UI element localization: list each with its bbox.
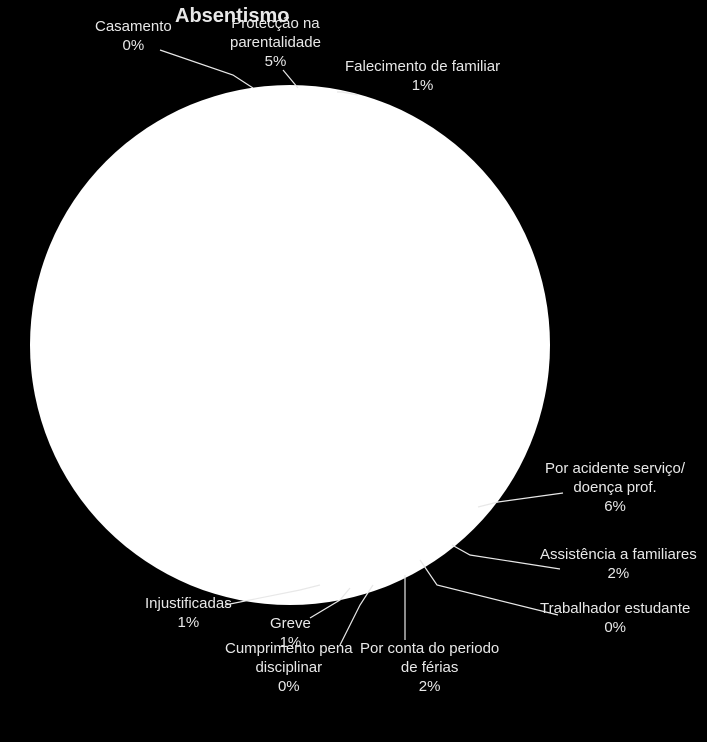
slice-percent: 2% <box>360 678 499 697</box>
slice-label: Injustificadas1% <box>145 595 232 633</box>
slice-percent: 1% <box>270 634 311 653</box>
slice-percent: 6% <box>545 498 685 517</box>
slice-percent: 0% <box>540 619 690 638</box>
slice-name: Trabalhador estudante <box>540 600 690 619</box>
slice-name: Injustificadas <box>145 595 232 614</box>
slice-name: Por conta do periodo de férias <box>360 640 499 678</box>
slice-label: Falecimento de familiar1% <box>345 58 500 96</box>
slice-percent: 0% <box>95 37 172 56</box>
slice-percent: 5% <box>230 53 321 72</box>
slice-label: Por conta do periodo de férias2% <box>360 640 499 696</box>
slice-name: Por acidente serviço/ doença prof. <box>545 460 685 498</box>
slice-label: Assistência a familiares2% <box>540 546 697 584</box>
slice-label: Trabalhador estudante0% <box>540 600 690 638</box>
slice-label: Casamento0% <box>95 18 172 56</box>
leader-line <box>420 560 558 615</box>
slice-label: Greve1% <box>270 615 311 653</box>
slice-name: Casamento <box>95 18 172 37</box>
pie-circle <box>30 85 550 605</box>
slice-name: Greve <box>270 615 311 634</box>
slice-percent: 1% <box>345 77 500 96</box>
slice-percent: 2% <box>540 565 697 584</box>
slice-label: Protecção na parentalidade5% <box>230 15 321 71</box>
slice-label: Por acidente serviço/ doença prof.6% <box>545 460 685 516</box>
slice-name: Falecimento de familiar <box>345 58 500 77</box>
slice-percent: 0% <box>225 678 353 697</box>
slice-name: Protecção na parentalidade <box>230 15 321 53</box>
slice-percent: 1% <box>145 614 232 633</box>
slice-name: Assistência a familiares <box>540 546 697 565</box>
